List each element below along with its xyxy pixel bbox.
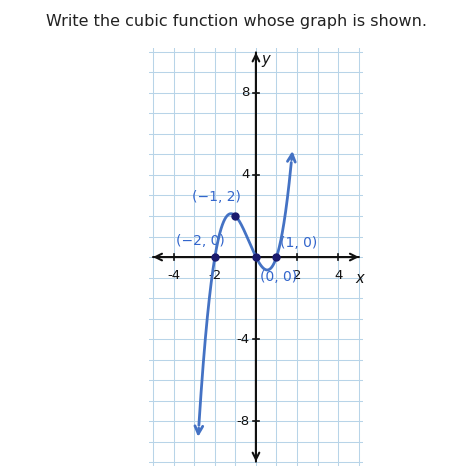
- Text: (−1, 2): (−1, 2): [192, 189, 241, 204]
- Text: 8: 8: [241, 86, 250, 99]
- Text: -4: -4: [167, 269, 181, 282]
- Text: y: y: [262, 52, 270, 67]
- Text: (0, 0): (0, 0): [260, 270, 297, 284]
- Text: -2: -2: [208, 269, 221, 282]
- Text: 4: 4: [241, 169, 250, 181]
- Text: 4: 4: [334, 269, 342, 282]
- Text: x: x: [356, 271, 364, 287]
- Text: (−2, 0): (−2, 0): [176, 234, 225, 248]
- Text: -4: -4: [237, 333, 250, 346]
- Text: -8: -8: [237, 415, 250, 428]
- Text: Write the cubic function whose graph is shown.: Write the cubic function whose graph is …: [46, 14, 428, 30]
- Text: 2: 2: [293, 269, 301, 282]
- Text: (1, 0): (1, 0): [280, 236, 317, 250]
